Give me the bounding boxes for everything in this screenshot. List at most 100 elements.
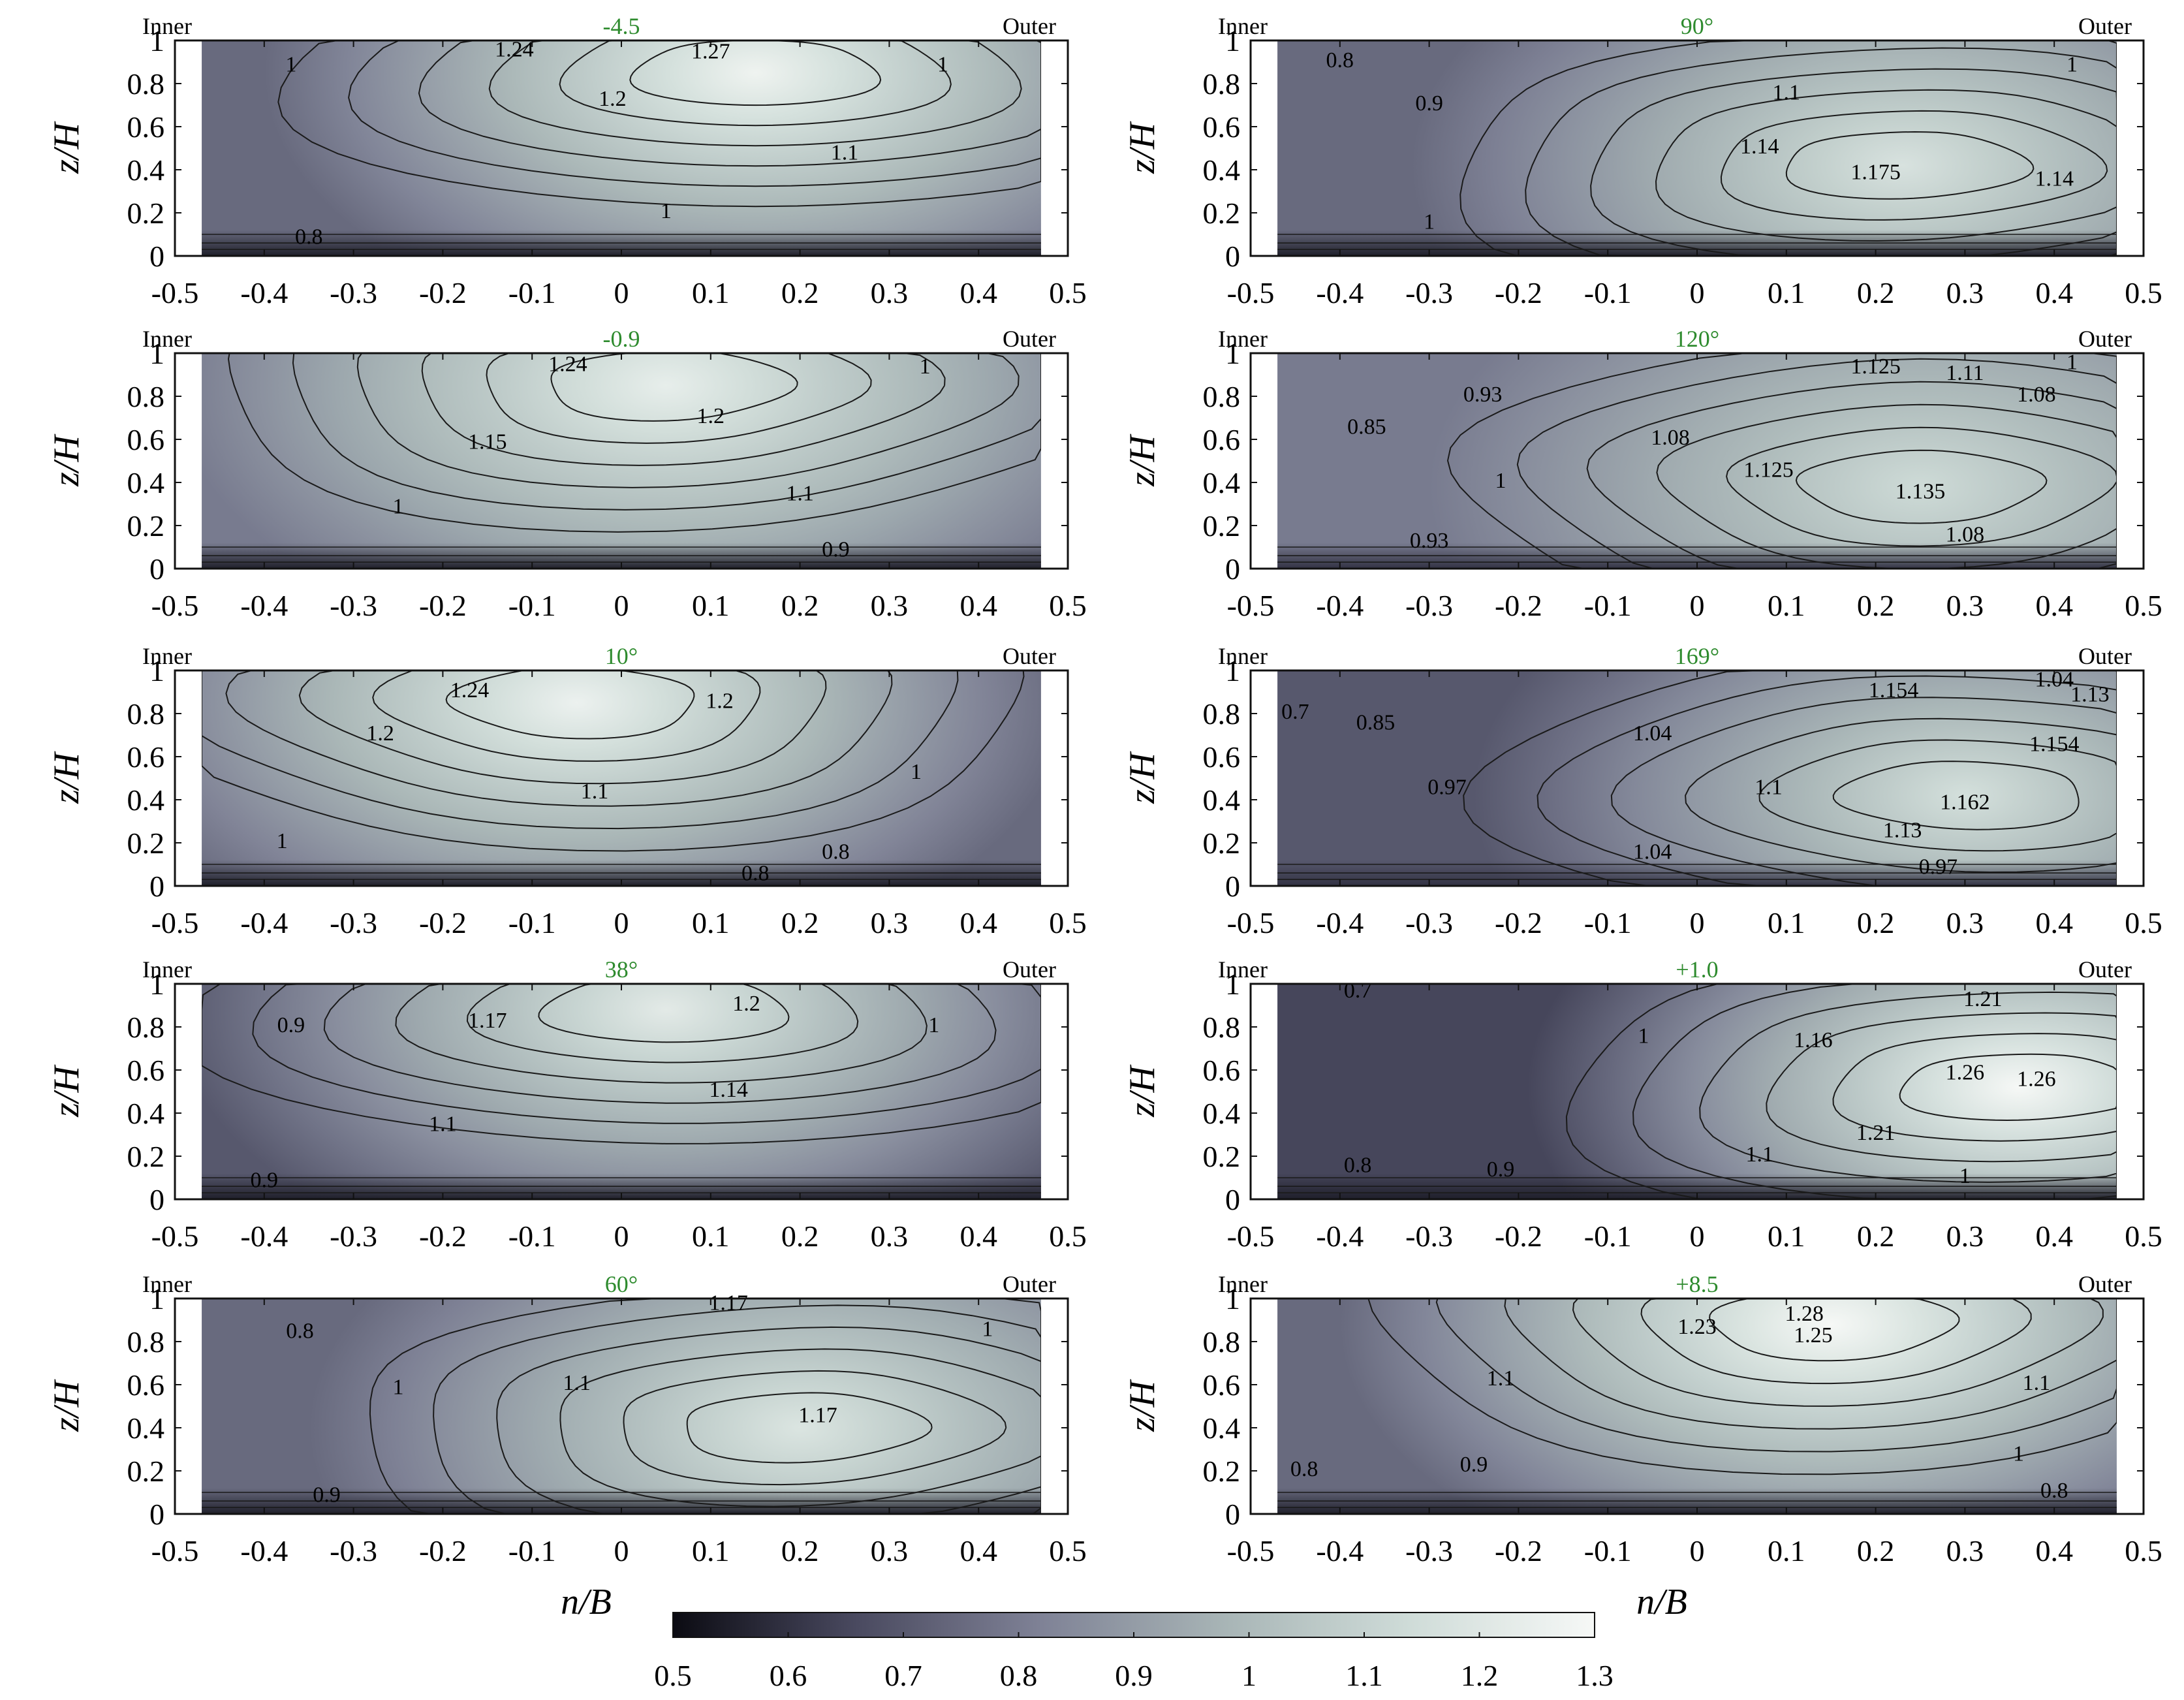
x-tick-label: 0.1 (1768, 1534, 1805, 1567)
x-tick-label: 0.2 (1857, 276, 1895, 309)
contour-label: 0.97 (1919, 855, 1958, 879)
contour-label: 1 (285, 52, 296, 76)
y-tick-label: 1 (149, 654, 164, 687)
x-tick-label: -0.1 (1584, 1220, 1632, 1253)
x-tick-label: -0.5 (151, 1220, 199, 1253)
y-axis-label: z/H (1122, 1065, 1162, 1118)
contour-label: 0.8 (741, 861, 770, 885)
outer-label: Outer (1003, 1271, 1056, 1297)
x-tick-label: 0.5 (1049, 589, 1087, 622)
contour-line (1726, 426, 2117, 547)
x-tick-label: 0 (1690, 589, 1705, 622)
contour-label: 0.7 (1281, 700, 1309, 724)
contour-label: 1.2 (366, 721, 394, 746)
x-tick-label: 0.2 (781, 1220, 819, 1253)
panel-title: 60° (605, 1271, 638, 1297)
x-tick-label: 0.5 (2125, 906, 2162, 939)
x-tick-label: 0.3 (871, 1220, 909, 1253)
contour-label: 1.1 (2023, 1371, 2051, 1395)
outer-label: Outer (1003, 326, 1056, 352)
x-tick-label: -0.1 (1584, 906, 1632, 939)
panel-title: +8.5 (1676, 1271, 1718, 1297)
y-tick-label: 0.2 (127, 1455, 165, 1488)
contour-label: 1.25 (1794, 1323, 1833, 1347)
contour-label: 1 (937, 52, 948, 76)
contour-line (559, 1348, 1042, 1507)
panel-4: 0.850.931.125 1.111.081.081.1251.13510.93… (1122, 326, 2162, 622)
contour-label: 1.14 (709, 1078, 748, 1102)
contour-label: 0.8 (1326, 48, 1354, 72)
panel-6: 0.7 0.85 0.97 1.04 1.1 1.154 1.04 1.13 1.154 1.16… (1122, 643, 2162, 939)
x-tick-label: -0.5 (1227, 276, 1275, 309)
side-strip-inner (175, 40, 202, 256)
x-tick-label: -0.2 (419, 276, 467, 309)
contour-label: 0.8 (1344, 1153, 1372, 1177)
x-tick-label: 0.2 (781, 589, 819, 622)
contour-label: 1 (393, 1375, 404, 1399)
colorbar: 0.5 0.6 0.7 0.8 0.9 1 1.1 1.2 1.3 (654, 1612, 1614, 1692)
contour-label: 1.1 (1773, 80, 1801, 104)
velocity-field (1277, 670, 2117, 886)
y-tick-label: 0.8 (127, 1011, 165, 1044)
outer-label: Outer (2078, 956, 2132, 983)
contour-label: 1.2 (706, 689, 734, 713)
x-tick-label: 0.5 (1049, 906, 1087, 939)
y-tick-label: 0.6 (1203, 740, 1241, 774)
contour-line (1795, 449, 2048, 524)
y-axis-label: z/H (46, 1379, 87, 1432)
contour-label: 0.9 (822, 537, 850, 561)
y-tick-label: 0.8 (127, 67, 165, 101)
contour-label: 1.26 (1946, 1060, 1985, 1084)
contour-label: 1.1 (581, 779, 609, 804)
y-tick-label: 1 (149, 24, 164, 57)
x-axis-label: n/B (561, 1582, 612, 1622)
x-tick-label: -0.1 (508, 589, 556, 622)
x-tick-label: -0.2 (1495, 906, 1542, 939)
y-tick-label: 0.2 (1203, 826, 1241, 860)
x-tick-label: 0.4 (2035, 276, 2073, 309)
x-tick-label: -0.1 (1584, 276, 1632, 309)
y-tick-label: 0.6 (127, 1054, 165, 1087)
contour-label: 1 (2067, 350, 2078, 374)
x-tick-label: -0.5 (151, 589, 199, 622)
y-tick-label: 0.8 (1203, 697, 1241, 731)
colorbar-tick-label: 1.2 (1461, 1659, 1499, 1692)
inner-label: Inner (1218, 13, 1268, 39)
contour-label: 0.8 (295, 225, 323, 249)
x-tick-label: -0.4 (1316, 589, 1364, 622)
x-tick-label: -0.1 (1584, 589, 1632, 622)
x-tick-label: -0.2 (419, 906, 467, 939)
contour-label: 0.9 (277, 1013, 305, 1037)
velocity-field (202, 670, 1041, 886)
x-tick-label: 0 (1690, 906, 1705, 939)
y-tick-label: 0.4 (127, 1097, 165, 1130)
contour-label: 1 (982, 1317, 993, 1341)
contour-label: 1.2 (697, 404, 725, 428)
x-tick-label: -0.1 (508, 1534, 556, 1567)
panel-grid: 1.24 1.271 11.21.110.8-0.5 -0.4 -0.3 -0.2 -0.1… (46, 13, 2162, 1567)
y-tick-label: 0.6 (127, 1368, 165, 1402)
colorbar-tick-label: 0.7 (884, 1659, 922, 1692)
y-tick-label: 0.4 (127, 153, 165, 187)
contour-label: 1 (1959, 1164, 1971, 1188)
contour-label: 1.23 (1677, 1315, 1717, 1339)
y-tick-label: 0 (1225, 240, 1240, 273)
x-tick-label: -0.4 (240, 589, 288, 622)
side-strip-outer (1040, 670, 1068, 886)
contour-label: 1.17 (709, 1291, 748, 1315)
panel-9: 0.8 1 1.1 1.17 1.17 1 0.9 -0.5 -0.4 -0.3 -0.2 -0.1 0… (46, 1271, 1087, 1567)
contour-label: 1.11 (1946, 361, 1984, 385)
x-tick-label: -0.3 (1405, 906, 1453, 939)
x-tick-label: 0.1 (692, 589, 730, 622)
x-tick-label: -0.5 (151, 906, 199, 939)
contour-line (1832, 761, 2080, 830)
contour-label: 1.15 (468, 430, 507, 454)
velocity-field (1277, 353, 2117, 569)
y-axis-label: z/H (1122, 434, 1162, 487)
x-tick-label: 0 (614, 1220, 629, 1253)
contour-label: 0.9 (1487, 1157, 1515, 1182)
x-tick-label: -0.4 (1316, 906, 1364, 939)
contour-label: 1 (1638, 1024, 1649, 1048)
x-tick-label: 0.1 (1768, 276, 1805, 309)
